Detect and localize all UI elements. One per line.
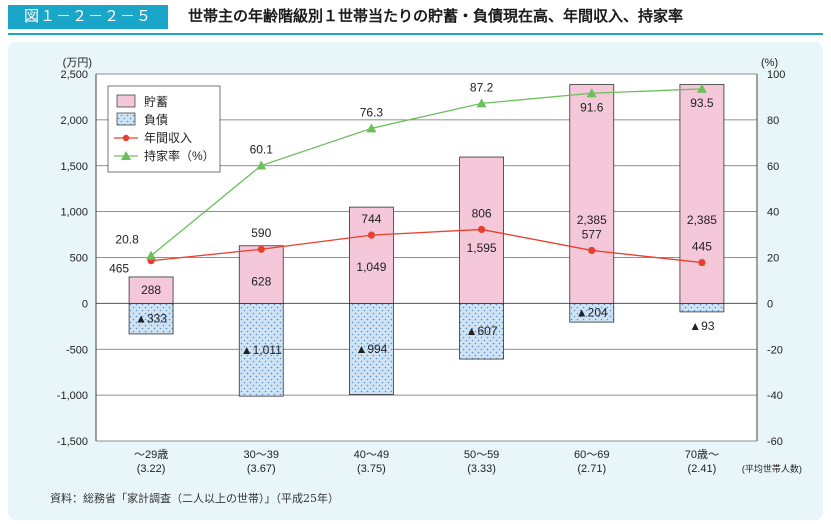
savings-value-label: 628 bbox=[251, 274, 271, 288]
y-tick-label-right: -20 bbox=[767, 344, 783, 356]
y-tick-label-left: 1,500 bbox=[60, 161, 88, 173]
savings-value-label: 2,385 bbox=[687, 213, 717, 227]
savings-bar bbox=[679, 84, 725, 304]
y-unit-left: (万円) bbox=[63, 57, 92, 69]
y-unit-right: (%) bbox=[761, 57, 778, 69]
x-tick-label: 50～59 bbox=[464, 449, 499, 461]
home-ownership-value-label: 60.1 bbox=[250, 143, 274, 157]
legend-label: 負債 bbox=[144, 112, 168, 127]
home-ownership-value-label: 87.2 bbox=[470, 80, 494, 94]
savings-bar bbox=[569, 84, 615, 304]
y-tick-label-left: 1,000 bbox=[60, 207, 88, 219]
y-tick-label-right: 20 bbox=[767, 253, 779, 265]
income-value-label: 744 bbox=[361, 212, 381, 226]
y-tick-label-right: 0 bbox=[767, 298, 773, 310]
debt-bar bbox=[459, 302, 504, 360]
savings-bar bbox=[238, 245, 284, 304]
x-tick-label: 70歳～ bbox=[685, 448, 719, 461]
x-tick-label: 40～49 bbox=[354, 449, 389, 461]
source-note: 資料：総務省「家計調査（二人以上の世帯）」（平成25年） bbox=[50, 492, 339, 505]
savings-value-label: 1,595 bbox=[467, 241, 497, 255]
income-value-label: 445 bbox=[692, 240, 712, 254]
y-tick-label-right: 40 bbox=[767, 207, 779, 219]
y-tick-label-left: -1,500 bbox=[57, 436, 88, 448]
home-ownership-point bbox=[696, 83, 707, 93]
y-tick-label-left: 2,500 bbox=[60, 69, 88, 81]
legend-savings-swatch bbox=[116, 94, 136, 108]
debt-value-label: ▲1,011 bbox=[241, 343, 282, 357]
debt-bar bbox=[679, 302, 725, 313]
legend-label: 持家率（%） bbox=[144, 148, 215, 163]
x-tick-label: ～29歳 bbox=[134, 448, 168, 461]
household-size-note: (平均世帯人数) bbox=[742, 463, 802, 474]
legend-label: 年間収入 bbox=[144, 131, 192, 145]
income-point bbox=[257, 245, 265, 253]
household-size-label: (3.22) bbox=[137, 463, 166, 475]
home-ownership-value-label: 91.6 bbox=[580, 100, 604, 114]
savings-bar bbox=[128, 276, 174, 304]
home-ownership-value-label: 20.8 bbox=[115, 233, 139, 247]
home-ownership-point bbox=[476, 98, 487, 108]
home-ownership-point bbox=[256, 160, 267, 170]
savings-value-label: 1,049 bbox=[356, 260, 386, 274]
figure-header: 図１－２－２－５ 世帯主の年齢階級別１世帯当たりの貯蓄・負債現在高、年間収入、持… bbox=[0, 0, 831, 35]
savings-value-label: 2,385 bbox=[577, 213, 607, 227]
x-tick-label: 60～69 bbox=[574, 449, 609, 461]
header-divider bbox=[8, 33, 823, 35]
y-tick-label-right: 100 bbox=[767, 69, 785, 81]
home-ownership-line bbox=[150, 88, 702, 257]
x-tick-label: 30～39 bbox=[244, 449, 279, 461]
household-size-label: (2.71) bbox=[577, 463, 606, 475]
home-ownership-point bbox=[146, 250, 157, 260]
household-size-label: (2.41) bbox=[688, 463, 717, 475]
y-tick-label-left: 0 bbox=[82, 298, 88, 310]
income-point bbox=[698, 258, 706, 267]
household-size-label: (3.67) bbox=[247, 463, 276, 475]
debt-value-label: ▲333 bbox=[135, 312, 167, 326]
income-value-label: 577 bbox=[582, 227, 602, 241]
debt-value-label: ▲607 bbox=[466, 324, 498, 338]
y-tick-label-left: 2,000 bbox=[60, 115, 88, 127]
y-tick-label-right: -40 bbox=[767, 390, 783, 402]
legend-debt-swatch bbox=[116, 112, 136, 126]
figure-number: 図１－２－２－５ bbox=[8, 5, 168, 29]
income-value-label: 590 bbox=[251, 226, 271, 240]
y-tick-label-right: -60 bbox=[767, 436, 783, 448]
legend-home-marker bbox=[121, 151, 131, 160]
savings-value-label: 288 bbox=[141, 283, 161, 297]
y-tick-label-right: 60 bbox=[767, 161, 779, 173]
debt-value-label: ▲204 bbox=[576, 306, 608, 320]
debt-bar bbox=[238, 302, 284, 397]
home-ownership-value-label: 93.5 bbox=[690, 96, 714, 110]
income-point bbox=[588, 246, 596, 255]
income-line bbox=[151, 228, 702, 264]
income-value-label: 465 bbox=[109, 262, 129, 276]
legend-income-marker bbox=[122, 134, 130, 142]
legend-label: 貯蓄 bbox=[144, 95, 168, 109]
household-size-label: (3.33) bbox=[467, 463, 496, 475]
household-size-label: (3.75) bbox=[357, 463, 386, 475]
y-tick-label-right: 80 bbox=[767, 115, 779, 127]
y-tick-label-left: -500 bbox=[66, 344, 88, 356]
debt-bar bbox=[349, 302, 394, 395]
figure-title: 世帯主の年齢階級別１世帯当たりの貯蓄・負債現在高、年間収入、持家率 bbox=[188, 8, 684, 25]
home-ownership-point bbox=[586, 88, 597, 98]
y-tick-label-left: -1,000 bbox=[57, 390, 88, 402]
savings-bar bbox=[349, 206, 394, 304]
home-ownership-point bbox=[366, 123, 377, 133]
income-point bbox=[477, 225, 486, 234]
debt-value-label: ▲93 bbox=[689, 319, 715, 333]
debt-bar bbox=[128, 302, 174, 335]
home-ownership-value-label: 76.3 bbox=[360, 105, 384, 119]
income-point bbox=[367, 231, 376, 239]
debt-value-label: ▲994 bbox=[355, 342, 387, 356]
income-value-label: 806 bbox=[472, 206, 492, 220]
y-tick-label-left: 500 bbox=[70, 253, 88, 265]
